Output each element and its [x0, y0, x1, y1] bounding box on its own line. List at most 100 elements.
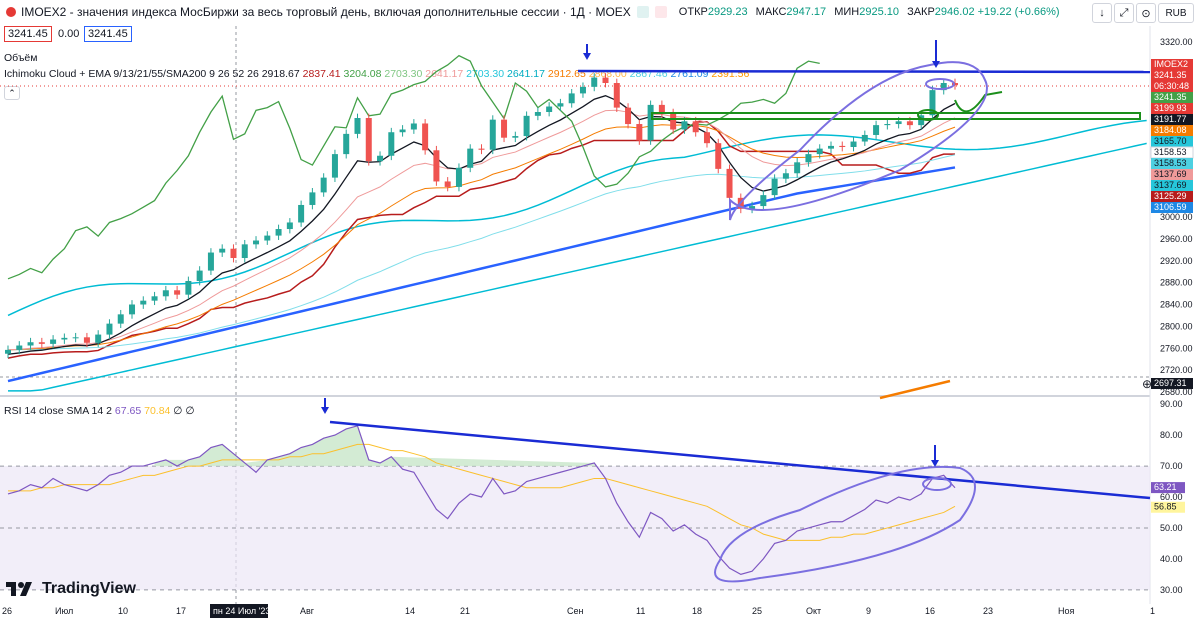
chart-title[interactable]: IMOEX2 - значения индекса МосБиржи за ве…: [21, 5, 631, 19]
candle-body: [647, 104, 654, 141]
candle-body: [38, 342, 45, 344]
ichimoku-value-0: 2918.67: [261, 68, 300, 80]
price-tag-label: 06:30:48: [1154, 81, 1189, 91]
price-tag-bg: [1151, 70, 1193, 81]
candle-body: [636, 124, 643, 141]
collapse-legend-icon[interactable]: ⌃: [4, 86, 20, 100]
price-tag-label: 3137.69: [1154, 169, 1187, 179]
time-tick-label: Окт: [806, 606, 821, 616]
rsi-tag-bg: [1151, 501, 1185, 513]
candle-body: [658, 104, 665, 114]
candle-body: [27, 342, 34, 346]
candle-body: [117, 314, 124, 324]
price-tag-bg: [1151, 169, 1193, 180]
candle-body: [5, 349, 11, 354]
top-ellipse: [925, 78, 955, 90]
sma200-line: [7, 166, 956, 383]
time-tick-label: 10: [118, 606, 128, 616]
ema13-line: [7, 109, 956, 351]
price-tick-label: 2880.00: [1160, 278, 1193, 288]
price-tag-label: 3199.93: [1154, 103, 1187, 113]
candle-body: [850, 141, 857, 147]
rsi-pane: [0, 425, 1150, 591]
time-tick-label: 26: [2, 606, 12, 616]
ichimoku-value-11: 2391.56: [708, 68, 750, 80]
candle-body: [579, 86, 586, 94]
candle-body: [174, 290, 181, 295]
kijun-line: [7, 121, 955, 359]
eye-icon[interactable]: [636, 6, 649, 18]
price-tag-label: 3184.08: [1154, 125, 1187, 135]
fullscreen-icon[interactable]: ⤢: [1114, 3, 1134, 23]
candle-body: [534, 112, 541, 116]
candle-body: [320, 177, 327, 193]
rsi-tick-label: 70.00: [1160, 461, 1183, 471]
download-icon[interactable]: ↓: [1092, 3, 1112, 23]
ichimoku-legend[interactable]: Ichimoku Cloud + EMA 9/13/21/55/SMA200 9…: [4, 68, 749, 80]
ichimoku-value-10: 2761.09: [667, 68, 709, 80]
ichimoku-legend-label: Ichimoku Cloud + EMA 9/13/21/55/SMA200 9…: [4, 68, 259, 80]
price-ellipse: [729, 61, 988, 221]
candle-body: [230, 248, 237, 259]
candle-body: [805, 154, 812, 163]
arrow-head-2: [321, 407, 329, 414]
price-tick-label: 3320.00: [1160, 37, 1193, 47]
candle-body: [895, 121, 902, 125]
time-tick-label: 21: [460, 606, 470, 616]
rsi-overbought-fill: [154, 425, 595, 467]
candle-body: [861, 134, 868, 142]
price-tick-label: 2760.00: [1160, 343, 1193, 353]
ichimoku-value-2: 3204.08: [340, 68, 382, 80]
candle-body: [95, 334, 102, 343]
rsi-tick-label: 40.00: [1160, 554, 1183, 564]
approx-icon[interactable]: [654, 6, 667, 18]
tenkan-line: [7, 95, 956, 355]
price-tick-label: 3000.00: [1160, 212, 1193, 222]
sell-price-box[interactable]: 3241.45: [4, 26, 52, 42]
rsi-band: [0, 466, 1150, 590]
price-scale: 3320.00 3280.00 3240.00 3200.00 3160.00 3120.…: [1150, 37, 1194, 595]
ema55-line: [7, 154, 956, 351]
candle-body: [625, 107, 632, 125]
rsi-value-3: ∅: [182, 405, 195, 417]
support-ellipse: [917, 109, 939, 121]
rsi-tick-label: 30.00: [1160, 585, 1183, 595]
tradingview-logo[interactable]: TradingView: [6, 580, 136, 598]
spread-value: 0.00: [58, 28, 80, 40]
price-tag-bg: [1151, 125, 1193, 136]
price-tag-label: 3241.35: [1154, 92, 1187, 102]
rsi-line: [7, 425, 956, 575]
crosshair-date-label: пн 24 Июл '23: [213, 606, 270, 616]
tradingview-logo-icon: [6, 582, 32, 596]
rsi-tick-label: 60.00: [1160, 492, 1183, 502]
candle-body: [523, 115, 530, 137]
price-tick-label: 3280.00: [1160, 59, 1193, 69]
candle-body: [196, 270, 203, 281]
price-tick-label: 3120.00: [1160, 146, 1193, 156]
price-tick-label: 2680.00: [1160, 387, 1193, 397]
currency-selector[interactable]: RUB: [1158, 3, 1194, 23]
candle-body: [444, 181, 451, 187]
candle-body: [681, 121, 688, 130]
camera-icon[interactable]: ⊙: [1136, 3, 1156, 23]
time-tick-label: Авг: [300, 606, 315, 616]
candle-body: [613, 83, 620, 108]
chart-header: IMOEX2 - значения индекса МосБиржи за ве…: [0, 0, 1200, 24]
candle-body: [760, 195, 767, 207]
rsi-legend[interactable]: RSI 14 close SMA 14 2 67.65 70.84 ∅ ∅: [4, 405, 195, 417]
crosshair-date-bg: [210, 604, 268, 618]
volume-legend[interactable]: Объём: [4, 52, 38, 64]
candle-body: [253, 240, 260, 245]
ema21-line: [7, 124, 956, 351]
price-tick-label: 2960.00: [1160, 234, 1193, 244]
buy-price-box[interactable]: 3241.45: [84, 26, 132, 42]
time-tick-label: Ноя: [1058, 606, 1075, 616]
ohlc-readout: ОТКР2929.23 МАКС2947.17 МИН2925.10 ЗАКР2…: [678, 6, 1060, 18]
price-tag-bg: [1151, 180, 1193, 191]
candle-body: [670, 113, 677, 130]
ichimoku-value-7: 2912.65: [544, 68, 586, 80]
candle-body: [782, 173, 789, 179]
rsi-sma-line: [8, 443, 956, 541]
add-alert-icon[interactable]: ⊕: [1141, 377, 1153, 391]
